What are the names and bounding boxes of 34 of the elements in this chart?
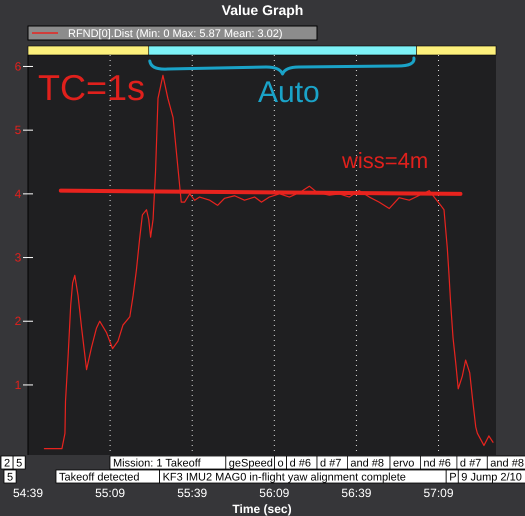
y-tick-label: 1: [14, 378, 22, 392]
y-tick-label: 6: [14, 59, 22, 74]
x-axis-title: Time (sec): [232, 502, 292, 516]
text: geSpeed: [228, 458, 273, 470]
text: Takeoff detected: [59, 472, 140, 484]
text: 2: [4, 458, 10, 470]
annotation: TC=1s: [38, 67, 146, 108]
x-tick-label: 54:39: [12, 486, 44, 500]
y-tick-label: 2: [14, 314, 22, 328]
text: 9 Jump 2/10: [461, 472, 522, 484]
text: P: [449, 472, 457, 484]
x-tick-label: 57:09: [424, 486, 454, 500]
text: ervo: [393, 458, 414, 470]
text: 5: [7, 472, 14, 484]
x-tick-label: 55:09: [95, 486, 126, 500]
text: d #7: [320, 458, 342, 470]
x-tick-label: 55:39: [177, 486, 208, 500]
x-tick-label: 56:39: [341, 486, 372, 500]
annotation: Auto: [258, 76, 320, 109]
text: KF3 IMU2 MAG0 in-flight yaw alignment complete: [162, 472, 406, 484]
y-tick-label: 3: [14, 250, 22, 265]
text: o: [278, 458, 284, 470]
text: and #8: [490, 458, 524, 470]
text: d #6: [290, 458, 312, 470]
text: and #8: [350, 458, 384, 470]
y-tick-label: 4: [14, 186, 22, 201]
x-tick-label: 56:09: [259, 486, 290, 500]
y-tick-label: 5: [14, 123, 22, 138]
text: nd #6: [423, 458, 451, 470]
chart-title: Value Graph: [222, 2, 304, 18]
text: Mission: 1 Takeoff: [113, 458, 202, 470]
annotation: wiss=4m: [341, 148, 428, 173]
legend-label: RFND[0].Dist (Min: 0 Max: 5.87 Mean: 3.02): [68, 28, 283, 40]
text: d #7: [460, 458, 482, 470]
